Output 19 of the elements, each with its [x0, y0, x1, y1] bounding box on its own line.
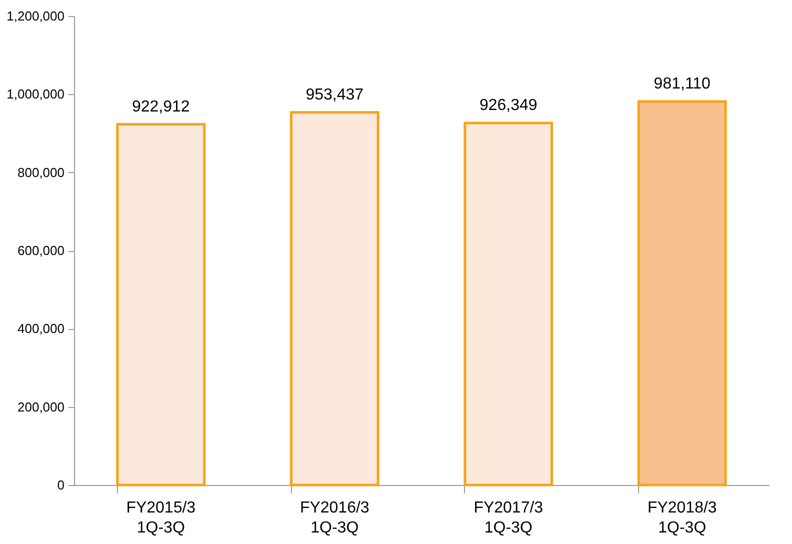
- x-tick-label: FY2018/3 1Q-3Q: [647, 500, 717, 536]
- data-label: 981,110: [654, 76, 711, 93]
- data-label: 922,912: [132, 98, 190, 116]
- data-label: 953,437: [306, 86, 364, 104]
- bar: [116, 123, 206, 486]
- y-tick-label: 200,000: [18, 399, 64, 414]
- y-tick-label: 1,200,000: [6, 8, 64, 24]
- x-tick-label: FY2017/3 1Q-3Q: [474, 500, 544, 536]
- y-tick-label: 1,000,000: [6, 86, 64, 102]
- data-label: 926,349: [479, 96, 538, 114]
- y-tick-label: 0: [57, 478, 64, 492]
- y-tick-label: 800,000: [18, 164, 64, 180]
- x-tick-label: FY2015/3 1Q-3Q: [126, 500, 196, 536]
- bar: [637, 100, 727, 486]
- bar: [290, 111, 380, 486]
- y-tick-label: 400,000: [18, 321, 64, 336]
- y-tick-label: 600,000: [18, 243, 64, 258]
- bar: [464, 122, 554, 486]
- x-tick-label: FY2016/3 1Q-3Q: [300, 500, 370, 536]
